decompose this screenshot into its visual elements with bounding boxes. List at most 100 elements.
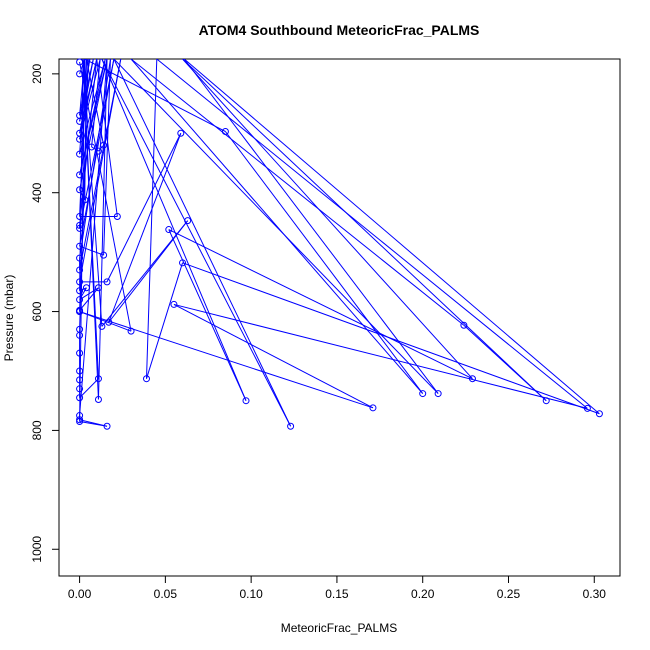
data-point (595, 410, 603, 418)
series-segment (79, 59, 101, 140)
series-segment (79, 61, 132, 332)
data-point (468, 375, 476, 383)
series-segment (79, 59, 86, 422)
series-segment (183, 59, 439, 394)
y-tick-label: 800 (30, 420, 44, 440)
series-segment (168, 229, 473, 380)
data-point (221, 127, 229, 135)
series-segment (79, 378, 99, 399)
data-point (103, 422, 111, 430)
x-tick-label: 0.30 (583, 587, 607, 601)
series-segment (79, 311, 132, 332)
data-point (142, 375, 150, 383)
data-point (127, 327, 135, 335)
plot-frame (58, 58, 621, 577)
data-point (98, 322, 106, 330)
data-point (76, 186, 84, 194)
data-point (76, 331, 84, 339)
series-segment (98, 144, 104, 152)
data-point (287, 422, 295, 430)
data-point (583, 404, 591, 412)
series-line (79, 59, 600, 427)
series-segment (103, 59, 111, 256)
series-points (76, 58, 603, 430)
series-segment (173, 303, 588, 409)
data-point (76, 266, 84, 274)
data-point (100, 141, 108, 149)
series-segment (96, 59, 118, 217)
x-tick-label: 0.10 (239, 587, 263, 601)
series-segment (182, 59, 547, 402)
series-segment (183, 59, 600, 415)
x-tick-label: 0.25 (497, 587, 521, 601)
data-point (242, 397, 250, 405)
data-point (94, 147, 102, 155)
data-point (81, 196, 89, 204)
series-segment (145, 59, 158, 379)
x-axis: 0.00 0.05 0.10 0.15 0.20 0.25 0.30 (68, 575, 607, 601)
data-point (542, 397, 550, 405)
data-point (76, 221, 84, 229)
data-point (76, 296, 84, 304)
series-segment (79, 311, 374, 409)
data-point (184, 217, 192, 225)
data-point (76, 224, 84, 232)
series-segment (79, 59, 108, 175)
y-tick-label: 400 (30, 182, 44, 202)
chart-title: ATOM4 Southbound MeteoricFrac_PALMS (199, 22, 480, 38)
series-segment (79, 59, 108, 416)
data-point (76, 308, 84, 316)
series-segment (79, 59, 84, 291)
data-point (76, 70, 84, 78)
data-point (76, 212, 84, 220)
data-point (105, 318, 113, 326)
y-tick-label: 200 (30, 64, 44, 84)
series-segment (79, 59, 115, 229)
data-point (76, 367, 84, 375)
data-point (100, 251, 108, 259)
y-axis-label: Pressure (mbar) (2, 275, 16, 362)
data-point (76, 278, 84, 286)
data-point (76, 376, 84, 384)
data-point (434, 390, 442, 398)
data-point (460, 321, 468, 329)
x-tick-label: 0.05 (154, 587, 178, 601)
data-point (94, 375, 102, 383)
data-point (76, 135, 84, 143)
data-point (76, 58, 84, 66)
data-point (76, 349, 84, 357)
series-segment (108, 133, 182, 323)
y-axis: 200 400 600 800 1000 (30, 64, 60, 563)
y-tick-label: 600 (30, 301, 44, 321)
series-segment (101, 220, 189, 327)
series-segment (156, 59, 588, 409)
series-segment (168, 229, 247, 401)
data-point (170, 300, 178, 308)
data-point (94, 396, 102, 404)
data-point (76, 171, 84, 179)
data-point (88, 143, 96, 151)
data-point (76, 254, 84, 262)
series-segment (173, 303, 374, 409)
series-segment (182, 59, 473, 380)
y-tick-label: 1000 (30, 536, 44, 563)
x-tick-label: 0.20 (411, 587, 435, 601)
data-point (76, 385, 84, 393)
series-segment (130, 59, 465, 326)
data-point (76, 242, 84, 250)
series-segment (106, 133, 182, 283)
data-point (76, 287, 84, 295)
x-axis-label: MeteoricFrac_PALMS (281, 621, 397, 635)
series-segment (146, 262, 184, 379)
series-segment (79, 59, 111, 259)
data-point (76, 394, 84, 402)
series-segment (182, 262, 600, 415)
series-segment (79, 421, 108, 427)
series-segment (225, 131, 424, 394)
data-point (76, 417, 84, 425)
data-point (165, 226, 173, 234)
data-point (103, 278, 111, 286)
data-point (419, 390, 427, 398)
series-segment (97, 59, 108, 400)
